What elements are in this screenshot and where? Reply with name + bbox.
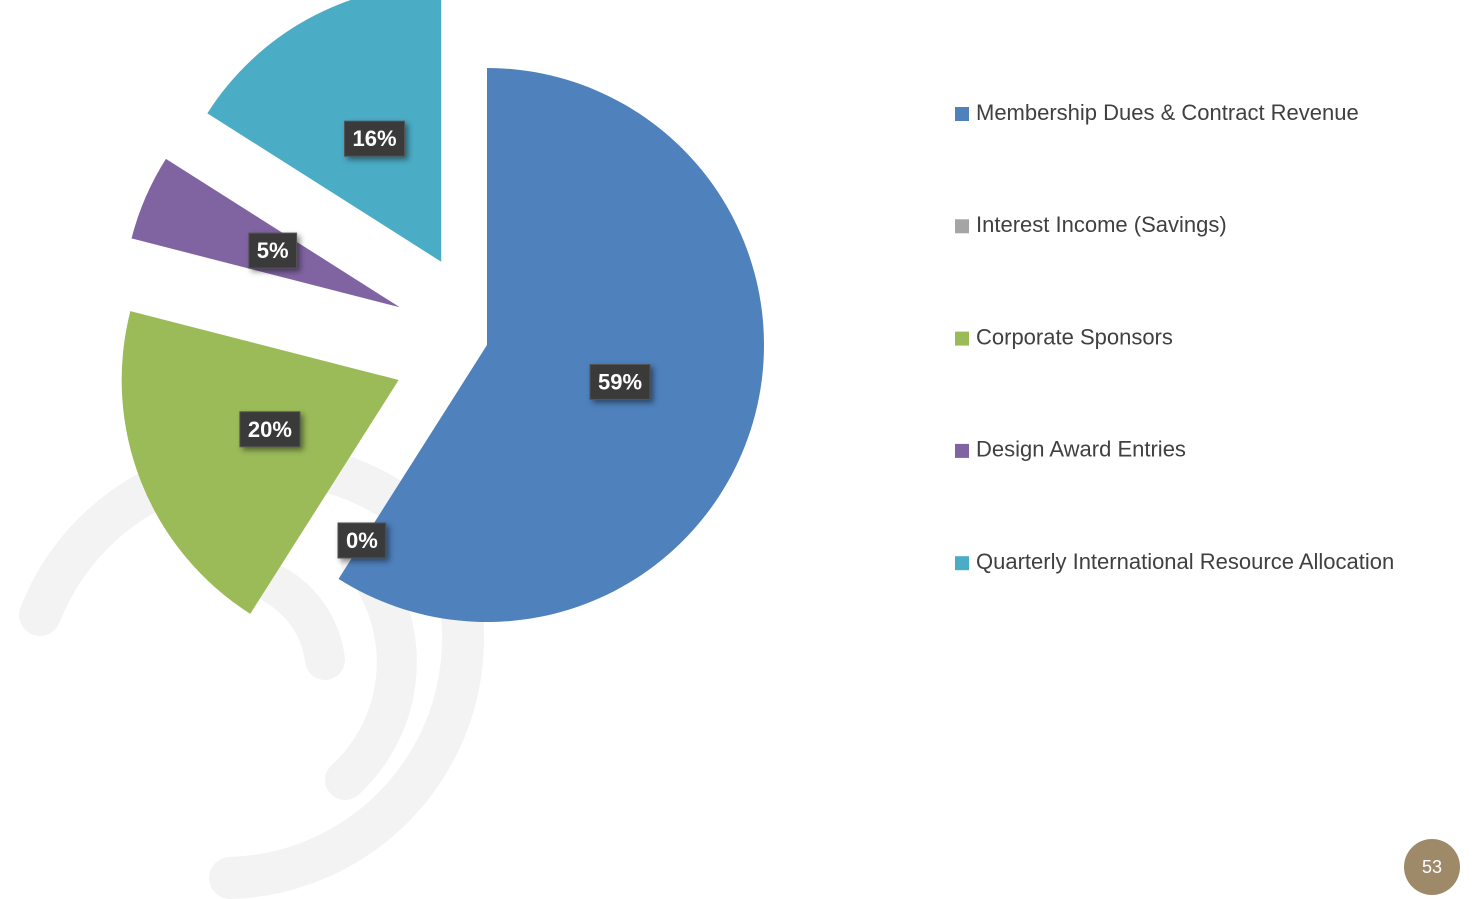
legend-label: Quarterly International Resource Allocat…: [976, 549, 1394, 574]
data-label: 16%: [352, 126, 396, 151]
pie-slice: [338, 68, 764, 622]
legend-swatch: [955, 331, 969, 346]
data-label-box: [343, 120, 406, 157]
legend-swatch: [955, 219, 969, 234]
legend-label: Interest Income (Savings): [976, 212, 1227, 237]
legend-label: Design Award Entries: [976, 437, 1186, 462]
data-label: 5%: [257, 238, 289, 263]
legend-label: Corporate Sponsors: [976, 324, 1173, 349]
page-number-badge: [1404, 839, 1460, 895]
data-label-box: [337, 522, 387, 559]
data-label: 0%: [346, 528, 378, 553]
legend-swatch: [955, 107, 969, 121]
legend-swatch: [955, 443, 969, 458]
pie-slice: [121, 311, 399, 614]
data-label: 59%: [598, 369, 642, 394]
data-label: 20%: [248, 417, 292, 442]
data-label-box: [239, 411, 301, 448]
pie-slice: [207, 0, 442, 262]
page-number: 53: [1422, 857, 1442, 877]
legend-label: Membership Dues & Contract Revenue: [976, 100, 1359, 125]
legend-swatch: [955, 556, 969, 571]
data-label-box: [589, 363, 651, 400]
data-label-box: [248, 232, 298, 269]
